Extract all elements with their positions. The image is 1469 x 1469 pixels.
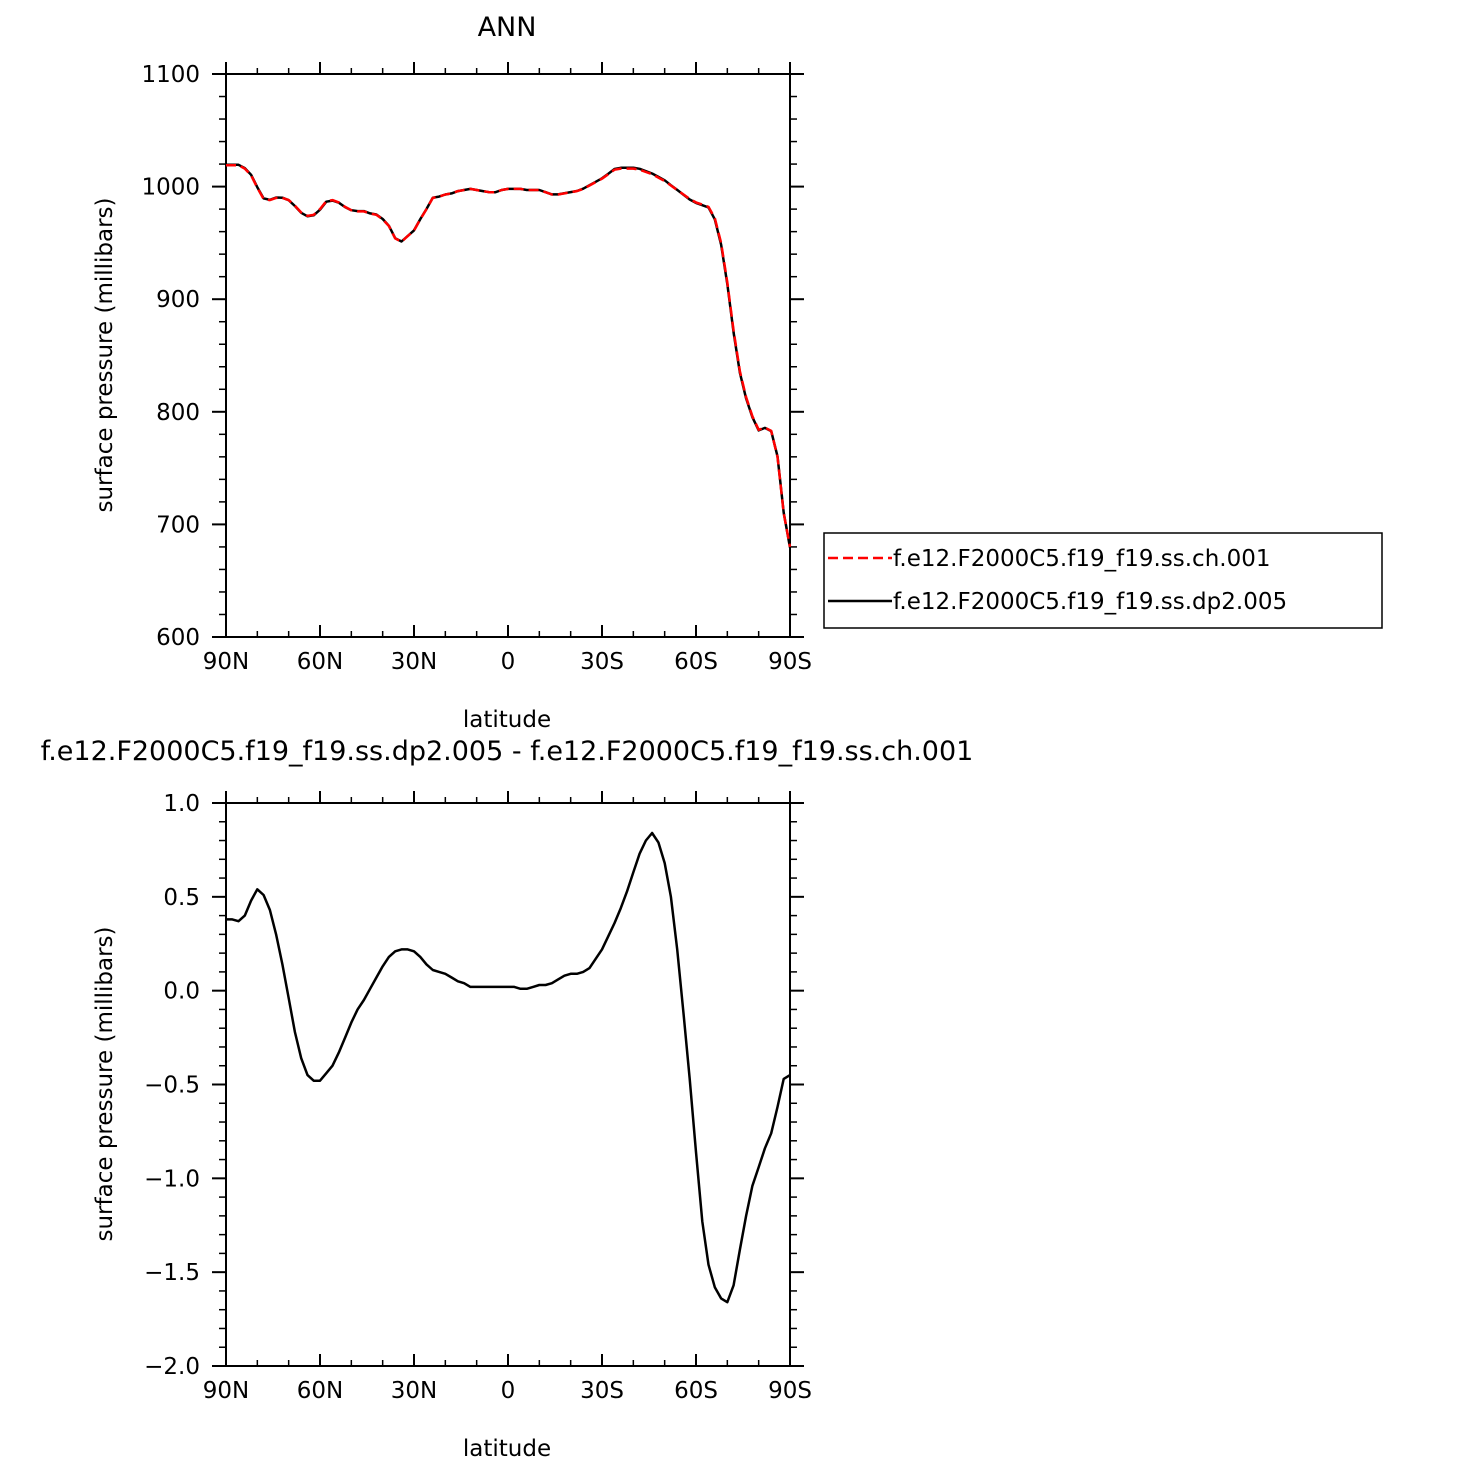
bottom-chart-series: [226, 831, 791, 1304]
y-tick-label: −0.5: [144, 1073, 200, 1099]
plot-frame: [225, 73, 791, 638]
x-tick-label: 30S: [580, 649, 624, 675]
y-tick-label: 700: [156, 512, 200, 538]
x-tick-label: 30N: [391, 1378, 437, 1404]
x-tick-label: 90N: [203, 649, 249, 675]
x-tick-label: 90S: [768, 649, 812, 675]
legend-label-ch001: f.e12.F2000C5.f19_f19.ss.ch.001: [893, 546, 1270, 572]
y-tick-label: 0.0: [163, 979, 200, 1005]
x-tick-label: 60N: [297, 1378, 343, 1404]
bottom-chart-xlabel: latitude: [463, 1436, 551, 1462]
bottom-chart-title: f.e12.F2000C5.f19_f19.ss.dp2.005 - f.e12…: [41, 736, 974, 767]
top-chart-xlabel: latitude: [463, 707, 551, 733]
y-tick-label: −2.0: [144, 1354, 200, 1380]
x-tick-label: 90S: [768, 1378, 812, 1404]
top-chart-series: [226, 163, 792, 548]
top-chart-axes: 90N 60N 30N 0 30S 60S 90S 600 700 800 900 1000 1100: [141, 62, 812, 675]
top-chart-panel: ANN 90N 60N 30N 0 30S 60S 90S 600 700 800 900 1000 1…: [92, 12, 812, 733]
series-line-dp2005: [226, 163, 792, 548]
x-tick-label: 30N: [391, 649, 437, 675]
plot-frame: [225, 802, 791, 1367]
legend-label-dp2005: f.e12.F2000C5.f19_f19.ss.dp2.005: [893, 589, 1287, 615]
x-tick-label: 0: [501, 1378, 516, 1404]
x-tick-label: 60S: [674, 649, 718, 675]
y-tick-label: 900: [156, 287, 200, 313]
y-tick-label: 1100: [141, 62, 200, 88]
bottom-chart-axes: 90N 60N 30N 0 30S 60S 90S −2.0 −1.5 −1.0 −0.5 0.0 0.…: [144, 791, 812, 1404]
bottom-chart-panel: f.e12.F2000C5.f19_f19.ss.dp2.005 - f.e12…: [41, 736, 974, 1462]
x-tick-label: 0: [501, 649, 516, 675]
y-tick-label: 1000: [141, 175, 200, 201]
chart-legend: f.e12.F2000C5.f19_f19.ss.ch.001 f.e12.F2…: [823, 532, 1383, 629]
top-chart-title: ANN: [478, 12, 537, 43]
top-chart-ylabel: surface pressure (millibars): [92, 197, 118, 512]
y-tick-label: −1.5: [144, 1260, 200, 1286]
series-line-ch001: [226, 163, 792, 548]
x-tick-label: 90N: [203, 1378, 249, 1404]
series-line-difference: [226, 831, 791, 1304]
y-tick-label: 1.0: [163, 791, 200, 817]
y-tick-label: −1.0: [144, 1166, 200, 1192]
x-tick-label: 60S: [674, 1378, 718, 1404]
x-tick-label: 60N: [297, 649, 343, 675]
legend-box: [823, 532, 1383, 629]
x-tick-label: 30S: [580, 1378, 624, 1404]
bottom-chart-ylabel: surface pressure (millibars): [92, 926, 118, 1241]
y-tick-label: 0.5: [163, 885, 200, 911]
y-tick-label: 600: [156, 625, 200, 651]
y-tick-label: 800: [156, 400, 200, 426]
